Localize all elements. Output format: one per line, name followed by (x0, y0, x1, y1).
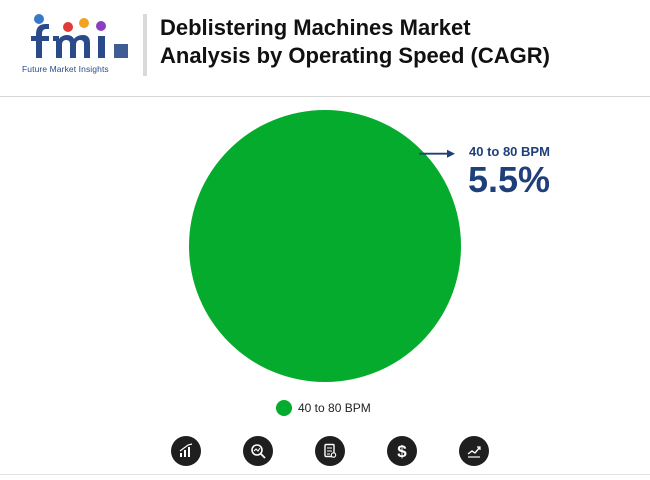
callout-value-label: 5.5% (468, 159, 550, 200)
logo-tagline: Future Market Insights (22, 64, 109, 74)
bar-chart-icon[interactable] (171, 436, 201, 466)
header-divider (143, 14, 147, 76)
callout-arrowhead (446, 149, 455, 158)
pie-chart: 40 to 80 BPM 5.5% (0, 96, 650, 426)
title-line-2: Analysis by Operating Speed (CAGR) (160, 43, 550, 68)
svg-text:$: $ (397, 442, 407, 460)
footer-rule (0, 474, 650, 475)
title-line-1: Deblistering Machines Market (160, 15, 471, 40)
line-chart-icon[interactable] (459, 436, 489, 466)
callout-category-label: 40 to 80 BPM (469, 144, 550, 159)
fmi-logo-mark (31, 14, 128, 58)
header: Future Market Insights Deblistering Mach… (0, 0, 650, 97)
report-icon[interactable] (315, 436, 345, 466)
legend-label: 40 to 80 BPM (298, 401, 371, 415)
chart-legend: 40 to 80 BPM (276, 398, 371, 418)
magnifier-chart-icon[interactable] (243, 436, 273, 466)
dollar-icon[interactable]: $ (387, 436, 417, 466)
legend-swatch (276, 400, 292, 416)
pie-slice[interactable] (189, 110, 461, 382)
footer-icon-bar: $ (0, 436, 650, 470)
fmi-logo[interactable]: Future Market Insights (22, 14, 132, 76)
page-title: Deblistering Machines Market Analysis by… (160, 14, 630, 70)
